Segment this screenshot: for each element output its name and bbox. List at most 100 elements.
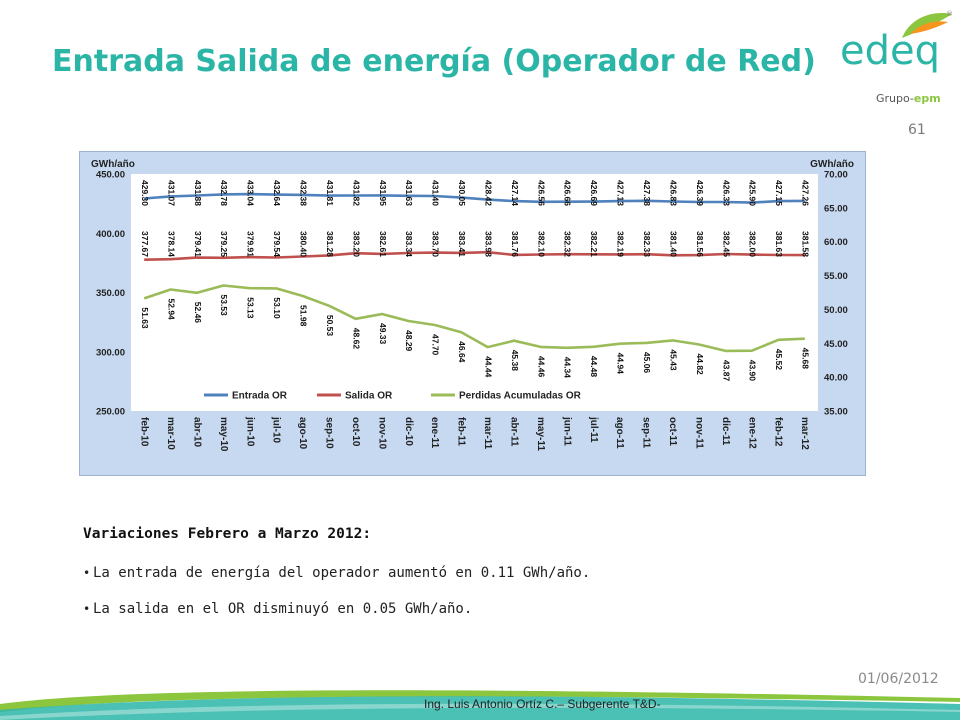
data-label-salida: 383.20 [351, 231, 361, 257]
data-label-entrada: 431.95 [378, 180, 388, 206]
y-right-tick-label: 60.00 [824, 237, 848, 248]
data-label-salida: 383.70 [431, 231, 441, 257]
data-label-salida: 379.54 [272, 231, 282, 257]
slide-date: 01/06/2012 [858, 671, 939, 687]
data-label-entrada: 429.30 [140, 180, 150, 206]
footer-swoosh [0, 690, 960, 720]
data-label-perdidas: 44.46 [536, 356, 546, 378]
y-axis-left-label: GWh/año [91, 159, 135, 170]
swoosh-highlight [0, 703, 960, 720]
data-label-perdidas: 52.94 [166, 299, 176, 321]
series-line-perdidas [143, 284, 805, 353]
x-tick-label: ene-12 [746, 417, 757, 449]
y-right-tick-label: 35.00 [824, 407, 848, 418]
data-label-entrada: 426.66 [563, 180, 573, 206]
logo-group-text: Grupo-epm [876, 92, 941, 105]
y-right-tick-label: 65.00 [824, 203, 848, 214]
data-label-entrada: 431.40 [431, 180, 441, 206]
x-tick-label: mar-12 [799, 417, 810, 450]
data-label-perdidas: 45.06 [642, 352, 652, 374]
data-label-salida: 379.25 [219, 231, 229, 257]
x-tick-label: feb-12 [773, 417, 784, 447]
data-label-entrada: 432.78 [219, 180, 229, 206]
data-label-entrada: 431.07 [166, 180, 176, 206]
x-tick-label: oct-10 [350, 417, 361, 447]
y-left-tick-label: 400.00 [96, 229, 125, 240]
data-label-salida: 378.14 [166, 231, 176, 257]
data-label-entrada: 426.56 [536, 180, 546, 206]
data-label-entrada: 426.39 [695, 180, 705, 206]
energy-chart: GWh/año GWh/año 250.00 300.00 350.00 400.00 45… [79, 151, 866, 476]
y-left-tick-label: 300.00 [96, 347, 125, 358]
data-label-perdidas: 45.52 [774, 349, 784, 371]
legend-label-perdidas: Perdidas Acumuladas OR [459, 391, 582, 402]
summary-bullet-2: • La salida en el OR disminuyó en 0.05 GW… [83, 601, 472, 617]
data-label-entrada: 427.13 [616, 180, 626, 206]
data-label-perdidas: 44.34 [563, 357, 573, 379]
y-right-tick-label: 50.00 [824, 305, 848, 316]
data-label-perdidas: 46.64 [457, 341, 467, 363]
data-label-entrada: 431.82 [351, 180, 361, 206]
data-label-salida: 381.58 [801, 231, 811, 257]
data-label-entrada: 431.81 [325, 180, 335, 206]
logo-wordmark: edeq [840, 28, 940, 74]
data-label-perdidas: 44.48 [589, 356, 599, 378]
data-label-entrada: 427.26 [801, 180, 811, 206]
data-label-salida: 381.40 [668, 231, 678, 257]
summary-bullet-1: • La entrada de energía del operador aume… [83, 565, 590, 581]
data-label-entrada: 426.33 [721, 180, 731, 206]
y-right-tick-label: 45.00 [824, 339, 848, 350]
data-label-perdidas: 45.43 [668, 349, 678, 371]
x-tick-label: dic-11 [720, 417, 731, 446]
x-tick-label: may-11 [535, 417, 546, 451]
data-label-salida: 381.28 [325, 231, 335, 257]
y-axis-right-label: GWh/año [810, 159, 854, 170]
data-label-entrada: 430.05 [457, 180, 467, 206]
x-tick-label: mar-10 [165, 417, 176, 450]
data-label-salida: 382.10 [536, 231, 546, 257]
data-label-perdidas: 48.29 [404, 330, 414, 352]
series-line-entrada [144, 192, 805, 204]
data-label-entrada: 425.90 [748, 180, 758, 206]
x-tick-label: jul-10 [271, 416, 282, 444]
x-tick-label: ago-10 [297, 417, 308, 450]
data-label-entrada: 432.64 [272, 180, 282, 206]
x-tick-label: oct-11 [667, 417, 678, 446]
data-label-salida: 379.41 [193, 231, 203, 257]
data-label-salida: 380.40 [299, 231, 309, 257]
data-label-entrada: 427.38 [642, 180, 652, 206]
data-label-entrada: 427.15 [774, 180, 784, 206]
data-label-salida: 383.98 [483, 231, 493, 257]
data-label-perdidas: 48.62 [351, 328, 361, 350]
data-label-salida: 382.33 [642, 231, 652, 257]
energy-chart-svg: GWh/año GWh/año 250.00 300.00 350.00 400.00 45… [79, 151, 866, 476]
data-label-salida: 382.21 [589, 231, 599, 257]
x-tick-label: nov-10 [376, 417, 387, 450]
summary-heading: Variaciones Febrero a Marzo 2012: [83, 526, 372, 542]
data-label-perdidas: 52.46 [193, 302, 203, 324]
bullet-text: La salida en el OR disminuyó en 0.05 GWh… [93, 601, 473, 617]
x-tick-label: sep-11 [641, 417, 652, 449]
data-label-perdidas: 45.38 [510, 350, 520, 372]
data-label-entrada: 426.69 [589, 180, 599, 206]
data-label-perdidas: 43.90 [748, 360, 758, 382]
data-label-perdidas: 44.82 [695, 354, 705, 376]
logo-leaf-orange [910, 21, 948, 34]
footer-author: Ing. Luis Antonio Ortíz C.– Subgerente T… [424, 697, 661, 711]
x-tick-label: jun-11 [561, 416, 572, 446]
page-number: 61 [908, 122, 926, 138]
bullet-text: La entrada de energía del operador aumen… [93, 565, 591, 581]
x-tick-label: jun-10 [244, 416, 255, 447]
x-tick-label: feb-11 [456, 417, 467, 446]
logo-reg-mark: ® [946, 10, 953, 18]
x-tick-label: may-10 [218, 417, 229, 452]
data-label-perdidas: 53.10 [272, 297, 282, 319]
data-label-entrada: 428.42 [483, 180, 493, 206]
data-label-entrada: 431.63 [404, 180, 414, 206]
data-label-perdidas: 43.87 [721, 360, 731, 382]
series-line-salida [144, 250, 805, 261]
x-tick-label: jul-11 [588, 416, 599, 443]
slide-title: Entrada Salida de energía (Operador de R… [52, 44, 816, 79]
data-label-perdidas: 47.70 [431, 334, 441, 356]
data-label-perdidas: 53.13 [246, 297, 256, 319]
